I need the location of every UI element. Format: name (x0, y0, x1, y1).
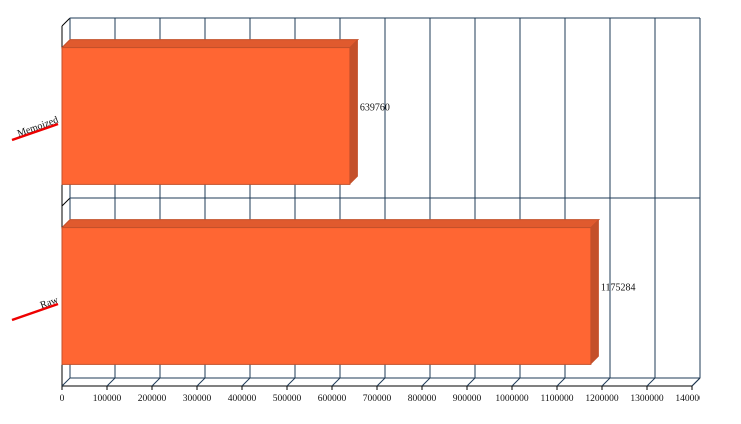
tick-group: 0 100000 200000 300000 400000 500000 600000 700… (60, 394, 709, 404)
grid-line (61, 377, 71, 387)
x-tick-label: 800000 (408, 394, 437, 404)
x-tick-label: 1300000 (630, 394, 664, 404)
y-tick-label: Memoized (16, 115, 60, 140)
grid-line (196, 377, 206, 387)
bar-top (60, 219, 601, 229)
value-label: 639760 (360, 102, 390, 113)
x-tick-label: 500000 (273, 394, 302, 404)
value-label: 1175284 (601, 282, 636, 293)
x-tick-label: 600000 (318, 394, 347, 404)
y-tick-label: Raw (39, 294, 61, 311)
category-marker (11, 302, 59, 322)
grid-line (421, 377, 431, 387)
grid-line (511, 377, 521, 387)
x-tick-label: 400000 (228, 394, 257, 404)
grid-line (106, 377, 116, 387)
bar (61, 227, 592, 365)
grid-line (646, 377, 656, 387)
bar-side (590, 219, 599, 365)
x-tick-label: 1200000 (585, 394, 619, 404)
grid-line (466, 377, 476, 387)
bar-side (349, 39, 358, 185)
grid-line (376, 377, 386, 387)
x-tick-label: 900000 (453, 394, 482, 404)
grid-line (241, 377, 251, 387)
wall-edge (61, 17, 71, 27)
x-tick-label: 1400000 (675, 394, 709, 404)
wall-edge (61, 197, 71, 207)
bar (61, 47, 351, 185)
grid-line (601, 377, 611, 387)
grid-line (286, 377, 296, 387)
grid-line (556, 377, 566, 387)
x-tick-label: 200000 (138, 394, 167, 404)
category-marker (11, 122, 59, 142)
grid-line (151, 377, 161, 387)
x-tick-label: 0 (60, 394, 65, 404)
x-tick-label: 300000 (183, 394, 212, 404)
x-tick-label: 700000 (363, 394, 392, 404)
x-tick-label: 1000000 (495, 394, 529, 404)
x-tick-label: 1100000 (541, 394, 574, 404)
bar-top (60, 39, 360, 49)
grid-line (691, 377, 701, 387)
grid-line (331, 377, 341, 387)
x-tick-label: 100000 (93, 394, 122, 404)
